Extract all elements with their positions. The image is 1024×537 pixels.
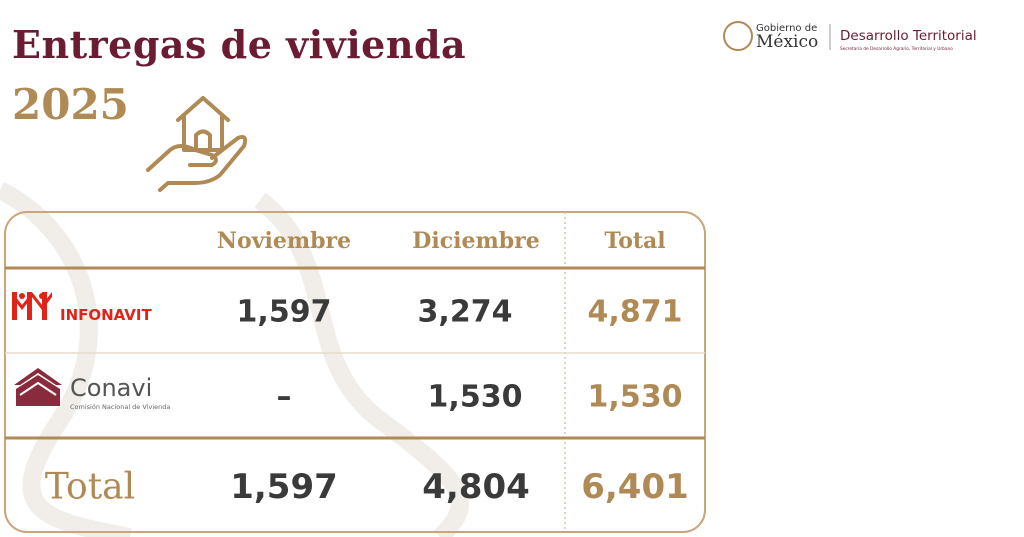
column-header: Diciembre	[412, 228, 540, 254]
cell: 3,274	[417, 294, 513, 330]
cell-total: 6,401	[581, 467, 689, 507]
conavi-sublabel: Comisión Nacional de Vivienda	[70, 403, 170, 411]
cell: 1,597	[230, 467, 338, 507]
gov-mexico: México	[756, 32, 818, 52]
agency-sub: Secretaría de Desarrollo Agrario, Territ…	[840, 45, 953, 52]
conavi-icon	[14, 368, 62, 406]
infonavit-icon	[12, 292, 52, 320]
column-header: Noviembre	[216, 228, 352, 254]
cell-total: 4,871	[587, 294, 683, 330]
table-border	[4, 211, 706, 533]
house-hand-icon	[146, 96, 248, 192]
cell: 1,530	[427, 379, 523, 415]
year: 2025	[12, 80, 129, 129]
cell-total: 1,530	[587, 379, 683, 415]
background-pattern	[0, 181, 469, 537]
conavi-logo: Conavi	[70, 374, 152, 402]
title: Entregas de vivienda	[12, 22, 467, 67]
cell: 1,597	[236, 294, 332, 330]
infonavit-logo: INFONAVIT	[60, 306, 152, 324]
agency-name: Desarrollo Territorial	[840, 28, 977, 44]
cell: –	[276, 379, 292, 415]
gov-logo: Gobierno de México Desarrollo Territoria…	[723, 21, 977, 52]
gov-label: Gobierno de	[756, 23, 817, 34]
total-label: Total	[44, 466, 136, 508]
column-header: Total	[604, 228, 666, 254]
cell: 4,804	[422, 467, 530, 507]
